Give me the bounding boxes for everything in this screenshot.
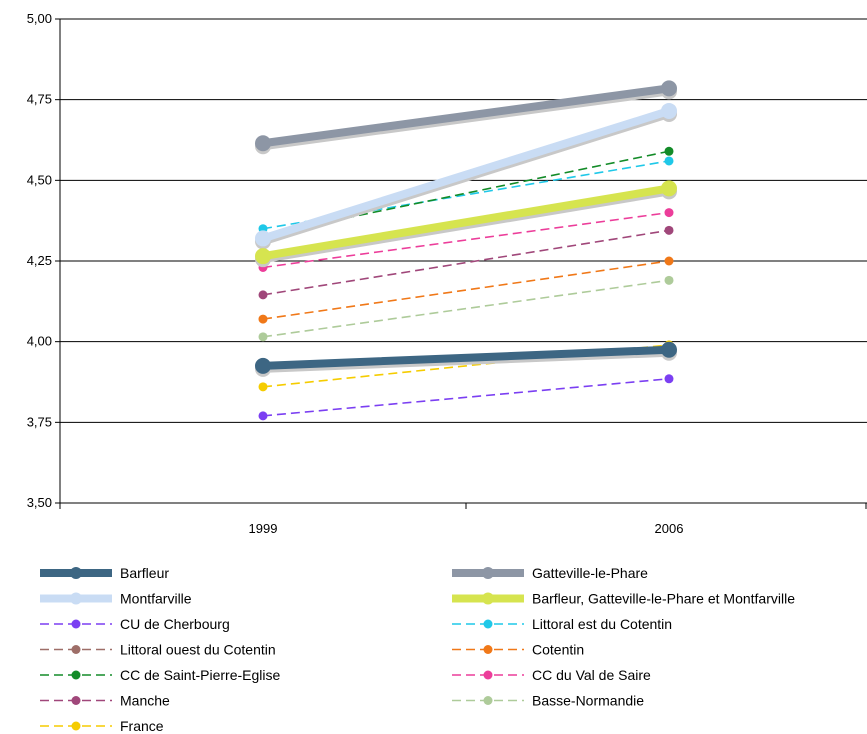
legend-item: Basse-Normandie: [452, 693, 644, 709]
legend-label: Littoral ouest du Cotentin: [120, 642, 276, 658]
legend-label: CC du Val de Saire: [532, 667, 651, 683]
series-basse-normandie: [258, 275, 674, 342]
legend: Barfleur Gatteville-le-Phare Montfarville B…: [40, 565, 795, 734]
y-tick-label: 3,50: [27, 495, 52, 510]
legend-label: Gatteville-le-Phare: [532, 565, 648, 581]
series-layer: [255, 80, 677, 421]
legend-label: CU de Cherbourg: [120, 616, 230, 632]
axes: 3,50 3,75 4,00 4,25 4,50 4,75 5,00 1999 2006: [27, 11, 867, 536]
series-line: [262, 377, 670, 417]
series-point: [664, 208, 674, 218]
series-line: [259, 84, 673, 148]
series-point: [258, 290, 268, 300]
legend-item: Cotentin: [452, 642, 584, 658]
legend-item: Manche: [40, 693, 170, 709]
legend-swatch-marker: [482, 567, 494, 579]
series-point: [255, 357, 271, 374]
series-point: [255, 248, 271, 265]
series-gatteville-le-phare: [255, 80, 677, 155]
legend-item: Barfleur, Gatteville-le-Phare et Montfar…: [452, 591, 795, 607]
series-manche: [258, 225, 674, 300]
legend-label: Montfarville: [120, 591, 192, 607]
legend-swatch-marker: [71, 721, 81, 731]
series-point: [258, 382, 268, 392]
legend-swatch-marker: [483, 619, 493, 629]
y-tick-label: 5,00: [27, 11, 52, 26]
legend-label: CC de Saint-Pierre-Eglise: [120, 667, 280, 683]
series-line: [262, 279, 670, 338]
legend-label: Cotentin: [532, 642, 584, 658]
series-point: [661, 80, 677, 97]
legend-swatch-marker: [70, 592, 82, 605]
series-point: [661, 341, 677, 358]
series-point: [661, 102, 677, 119]
legend-item: Littoral est du Cotentin: [452, 616, 672, 632]
legend-label: Manche: [120, 693, 170, 709]
x-tick-label: 1999: [249, 521, 278, 536]
gridlines: [60, 18, 867, 423]
series-point: [258, 314, 268, 324]
legend-swatch-marker: [482, 592, 494, 605]
series-point: [661, 180, 677, 197]
series-point: [664, 225, 674, 235]
series-line: [262, 229, 670, 296]
series-point: [664, 156, 674, 166]
y-tick-label: 4,25: [27, 253, 52, 268]
series-barfleur-gatteville-le-phare-et-montfarville: [255, 180, 677, 268]
y-tick-label: 4,00: [27, 334, 52, 349]
legend-item: Gatteville-le-Phare: [452, 565, 648, 581]
series-line: [262, 211, 670, 269]
series-point: [258, 411, 268, 421]
y-tick-label: 4,75: [27, 92, 52, 107]
legend-item: France: [40, 718, 164, 734]
legend-label: Basse-Normandie: [532, 693, 644, 709]
legend-item: CC du Val de Saire: [452, 667, 651, 683]
legend-item: Montfarville: [40, 591, 192, 607]
series-cotentin: [258, 256, 674, 324]
series-cu-de-cherbourg: [258, 374, 674, 421]
legend-swatch-marker: [71, 619, 81, 629]
legend-swatch-marker: [483, 645, 493, 654]
series-point: [664, 146, 674, 156]
legend-swatch-marker: [483, 670, 493, 680]
legend-swatch-marker: [71, 645, 81, 654]
legend-item: CC de Saint-Pierre-Eglise: [40, 667, 280, 683]
legend-label: Littoral est du Cotentin: [532, 616, 672, 632]
series-point: [255, 135, 271, 152]
series-barfleur: [255, 341, 677, 377]
series-line: [262, 260, 670, 320]
legend-label: Barfleur: [120, 565, 169, 581]
series-line: [262, 160, 670, 230]
series-line: [259, 106, 673, 243]
series-point: [664, 256, 674, 266]
legend-item: CU de Cherbourg: [40, 616, 230, 632]
legend-label: France: [120, 718, 164, 734]
legend-item: Barfleur: [40, 565, 169, 581]
series-point: [664, 374, 674, 384]
y-tick-label: 3,75: [27, 414, 52, 429]
series-line: [259, 345, 673, 370]
y-tick-label: 4,50: [27, 172, 52, 187]
legend-swatch-marker: [483, 696, 493, 705]
legend-swatch-marker: [71, 670, 81, 680]
legend-swatch-marker: [70, 567, 82, 579]
x-tick-label: 2006: [655, 521, 684, 536]
series-montfarville: [255, 102, 677, 250]
series-point: [664, 275, 674, 285]
series-point: [255, 230, 271, 247]
series-line: [259, 184, 673, 261]
legend-label: Barfleur, Gatteville-le-Phare et Montfar…: [532, 591, 795, 607]
series-point: [258, 332, 268, 342]
legend-item: Littoral ouest du Cotentin: [40, 642, 276, 658]
legend-swatch-marker: [71, 696, 81, 705]
